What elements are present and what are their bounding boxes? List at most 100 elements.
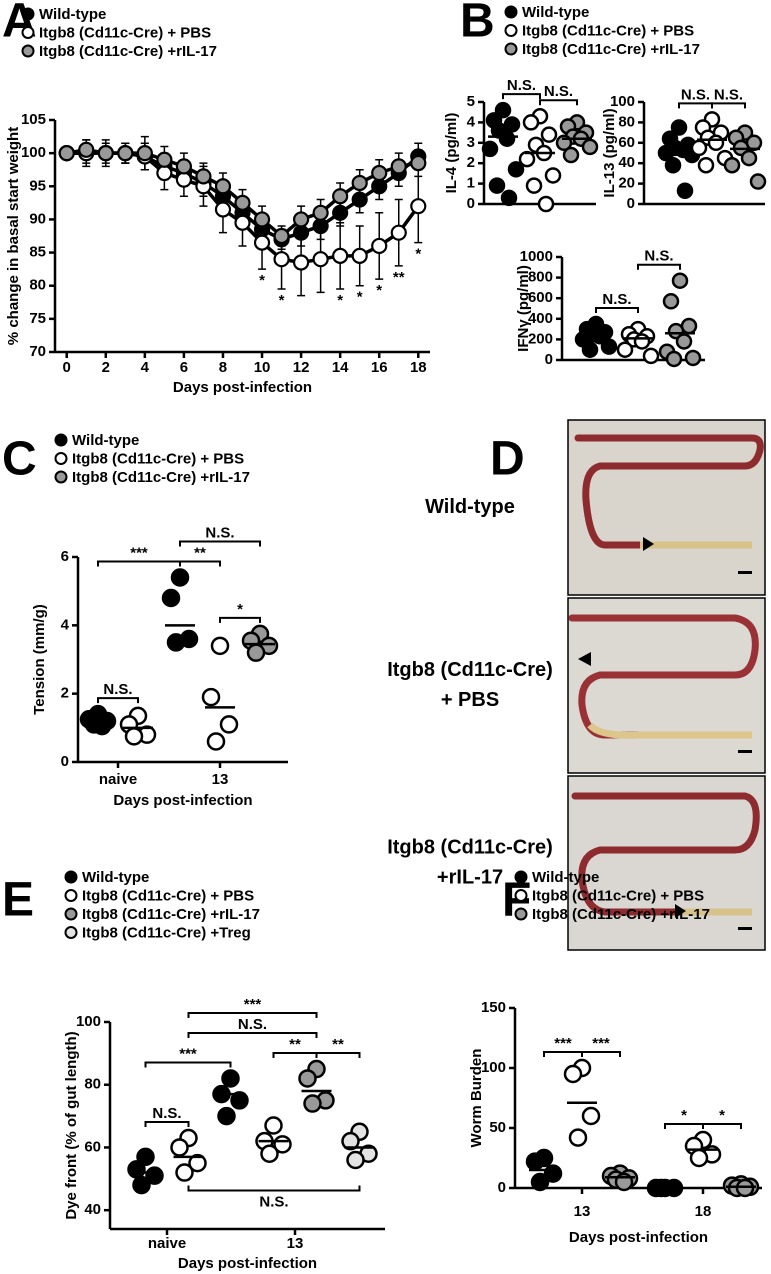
bracket <box>664 1123 704 1129</box>
y-tick-label: 6 <box>61 548 69 565</box>
x-tick-label: 6 <box>180 359 188 376</box>
significance-label: * <box>279 292 285 309</box>
point <box>175 171 193 188</box>
y-tick-label: 3 <box>467 134 475 151</box>
point <box>156 151 173 168</box>
panel-letter: D <box>490 433 525 486</box>
y-tick-label: 75 <box>29 310 46 327</box>
point <box>264 1116 283 1135</box>
point <box>312 251 329 268</box>
legend-label: Itgb8 (Cd11c-Cre) + PBS <box>532 887 704 904</box>
bracket-label: *** <box>554 1035 572 1052</box>
point <box>273 227 290 245</box>
y-tick-label: 0 <box>627 195 635 212</box>
point <box>530 1172 550 1192</box>
gut-images <box>567 419 766 951</box>
y-tick-label: 150 <box>481 999 506 1016</box>
x-tick-label: 8 <box>219 359 227 376</box>
y-tick-label: 100 <box>481 1059 506 1076</box>
y-tick-label: 95 <box>29 177 46 194</box>
legend-marker <box>21 44 35 58</box>
y-tick-label: 4 <box>467 113 476 130</box>
y-tick-label: 1 <box>467 175 475 192</box>
point <box>156 164 173 182</box>
point <box>210 636 230 656</box>
image-label: +rIL-17 <box>437 866 503 888</box>
point <box>292 254 310 271</box>
legend-label: Itgb8 (Cd11c-Cre) +rIL-17 <box>72 469 250 486</box>
legend-label: Wild-type <box>39 6 106 23</box>
point <box>749 173 767 190</box>
bracket-label: N.S. <box>238 1016 267 1033</box>
legend-label: Itgb8 (Cd11c-Cre) +rIL-17 <box>39 43 217 60</box>
legend-label: Itgb8 (Cd11c-Cre) +rIL-17 <box>82 906 260 923</box>
image-label: + PBS <box>441 689 499 711</box>
point <box>537 195 555 213</box>
point <box>219 715 239 734</box>
x-tick-label: 12 <box>293 359 310 376</box>
y-tick-label: 600 <box>528 289 553 306</box>
point <box>170 1138 189 1157</box>
x-tick-label: 16 <box>371 359 388 376</box>
legend-label: Itgb8 (Cd11c-Cre) + PBS <box>72 450 244 467</box>
bracket <box>219 616 261 623</box>
point <box>332 204 349 221</box>
y-axis-label: IL-4 (pg/ml) <box>443 113 460 194</box>
point <box>246 643 266 662</box>
point <box>175 1163 194 1182</box>
point <box>170 568 190 587</box>
x-tick-label: 13 <box>212 771 229 788</box>
x-axis-label: Days post-infection <box>569 1229 708 1246</box>
bracket <box>637 263 681 270</box>
point <box>175 158 193 175</box>
bracket <box>581 1051 621 1057</box>
point <box>671 272 689 289</box>
point <box>675 333 693 350</box>
legend-label: Wild-type <box>522 4 589 21</box>
point <box>292 211 310 228</box>
point <box>494 101 512 119</box>
point <box>689 1148 709 1168</box>
legend-marker <box>504 24 518 37</box>
point <box>390 158 407 175</box>
bracket <box>543 1051 583 1057</box>
bracket-label: * <box>237 601 243 618</box>
bracket-label: N.S. <box>644 248 673 265</box>
legend-marker <box>504 5 518 19</box>
bracket <box>711 102 746 109</box>
bracket <box>179 540 261 547</box>
bracket-label: ** <box>289 1036 301 1053</box>
point <box>371 178 388 195</box>
point <box>332 247 349 264</box>
y-tick-label: 70 <box>29 343 46 360</box>
point <box>525 1152 545 1171</box>
legend-marker <box>514 870 528 884</box>
bracket-label: N.S. <box>544 83 573 100</box>
point <box>500 189 518 207</box>
significance-label: ** <box>393 269 405 286</box>
legend-label: Itgb8 (Cd11c-Cre) + PBS <box>82 887 254 904</box>
point <box>234 214 251 231</box>
bracket <box>97 697 139 704</box>
bracket <box>144 1121 190 1128</box>
y-axis-label: % change in basal start weight <box>5 127 22 345</box>
significance-label: * <box>337 292 343 309</box>
y-tick-label: 40 <box>84 1201 101 1218</box>
point <box>161 588 181 608</box>
bracket-label: N.S. <box>602 291 631 308</box>
point <box>581 138 599 156</box>
bracket <box>144 1061 232 1068</box>
point <box>201 687 221 707</box>
x-tick-label: naive <box>99 771 137 788</box>
bracket-label: ** <box>332 1036 344 1053</box>
legend-label: Wild-type <box>532 869 599 886</box>
point <box>664 156 682 174</box>
gut-image <box>567 419 766 596</box>
bracket <box>97 560 181 567</box>
point <box>214 178 232 195</box>
y-tick-label: 0 <box>545 351 553 368</box>
bracket-label: *** <box>244 996 262 1013</box>
point <box>410 154 427 172</box>
point <box>697 156 715 174</box>
